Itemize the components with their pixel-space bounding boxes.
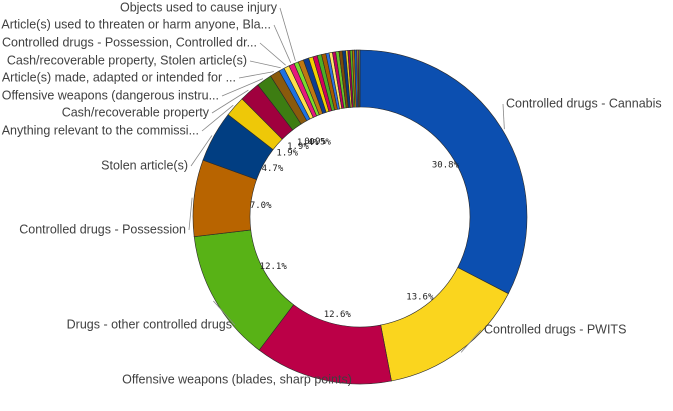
- leader-line: [273, 24, 292, 64]
- leader-line: [211, 89, 249, 114]
- leader-line: [190, 135, 213, 167]
- slice-percent-label: 7.0%: [250, 201, 272, 211]
- leader-line: [188, 197, 193, 231]
- leader-line: [249, 60, 281, 69]
- category-label: Controlled drugs - Possession: [19, 222, 186, 236]
- category-label: Objects used to cause injury: [120, 0, 278, 14]
- slice-percent-label: 30.8%: [432, 160, 460, 170]
- donut-slice: [359, 49, 528, 295]
- slice-percent-label: 1.9%: [287, 142, 309, 152]
- category-label: Controlled drugs - Possession, Controlle…: [2, 35, 257, 49]
- category-label: Offensive weapons (blades, sharp points): [122, 372, 352, 386]
- leader-line: [238, 71, 274, 79]
- slice-percent-label: 4.7%: [262, 164, 284, 174]
- leader-line: [460, 329, 482, 353]
- category-label: Cash/recoverable property, Stolen articl…: [7, 53, 247, 67]
- slice-percent-label: 12.1%: [260, 262, 288, 272]
- slice-percent-label: 12.6%: [324, 310, 352, 320]
- slice-percent-label: 0.5%: [309, 137, 331, 147]
- category-label: Controlled drugs - Cannabis: [506, 96, 662, 110]
- category-label: Article(s) made, adapted or intended for…: [2, 70, 236, 84]
- leader-line: [201, 104, 234, 132]
- category-label: Drugs - other controlled drugs: [67, 317, 232, 331]
- slice-percent-label: 1.9%: [276, 148, 298, 158]
- slice-percent-label: 0.9%: [304, 137, 326, 147]
- leader-line: [221, 78, 264, 97]
- category-label: Controlled drugs - PWITS: [484, 322, 626, 336]
- category-label: Offensive weapons (dangerous instru...: [2, 88, 219, 102]
- category-label: Article(s) used to threaten or harm anyo…: [1, 17, 271, 31]
- slice-percent-label: 1.4%: [297, 138, 319, 148]
- category-label: Stolen article(s): [101, 158, 188, 172]
- category-label: Cash/recoverable property: [62, 105, 210, 119]
- category-label: Anything relevant to the commissi...: [2, 123, 199, 137]
- leader-line: [259, 42, 286, 66]
- slice-percent-label: 13.6%: [406, 293, 434, 303]
- leader-line: [279, 7, 296, 61]
- leader-line: [213, 300, 236, 326]
- leader-line: [502, 103, 505, 130]
- donut-slice: [358, 49, 361, 108]
